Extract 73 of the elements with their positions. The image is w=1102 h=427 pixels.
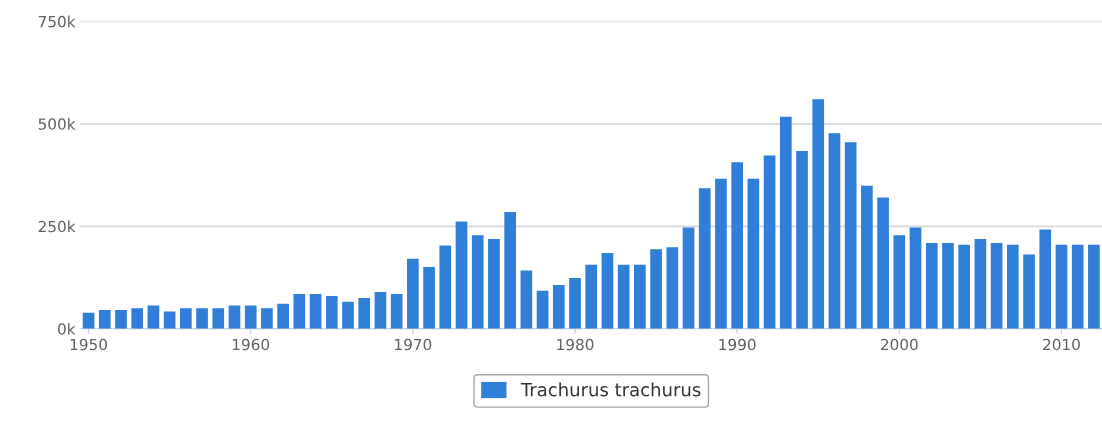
bar bbox=[196, 308, 208, 329]
bar bbox=[228, 305, 241, 329]
bar bbox=[942, 243, 954, 329]
bar bbox=[277, 303, 289, 329]
bar bbox=[990, 243, 1003, 329]
bar bbox=[828, 133, 841, 329]
bar bbox=[455, 221, 468, 329]
bar bbox=[147, 305, 160, 329]
bar bbox=[1071, 244, 1084, 329]
bar bbox=[180, 308, 192, 329]
bar bbox=[601, 252, 614, 329]
bar bbox=[342, 301, 354, 329]
bar bbox=[325, 296, 338, 329]
bar bbox=[1088, 244, 1100, 329]
bar bbox=[1039, 229, 1052, 329]
y-tick-label: 0k bbox=[58, 322, 76, 335]
bar bbox=[812, 99, 825, 329]
bar bbox=[536, 290, 549, 329]
bar bbox=[893, 235, 906, 329]
bar bbox=[974, 239, 987, 329]
bar bbox=[569, 277, 581, 329]
bar bbox=[471, 235, 484, 329]
bar bbox=[731, 162, 743, 329]
bar bbox=[309, 293, 322, 329]
bar bbox=[779, 116, 792, 329]
bar bbox=[423, 266, 435, 329]
bar bbox=[634, 264, 646, 329]
x-tick-label: 1990 bbox=[719, 338, 756, 351]
bar bbox=[504, 211, 516, 329]
bar bbox=[698, 188, 711, 329]
bar bbox=[1055, 244, 1068, 329]
bar bbox=[552, 284, 565, 329]
x-tick-label: 2010 bbox=[1043, 338, 1080, 351]
x-tick-label: 1960 bbox=[232, 338, 270, 351]
bar bbox=[115, 309, 127, 329]
bar bbox=[715, 178, 727, 329]
bar bbox=[763, 155, 776, 329]
bar bbox=[747, 178, 760, 329]
bar bbox=[585, 264, 598, 329]
bar bbox=[1023, 254, 1035, 329]
y-tick-label: 500k bbox=[38, 118, 76, 130]
y-tick-label: 750k bbox=[38, 15, 76, 28]
x-tick-label: 2000 bbox=[880, 338, 918, 351]
bar bbox=[374, 291, 387, 329]
bar bbox=[877, 197, 889, 329]
y-tick-label: 250k bbox=[38, 220, 76, 233]
bar bbox=[131, 308, 144, 329]
bar bbox=[98, 309, 111, 329]
bar bbox=[407, 258, 419, 329]
bar bbox=[617, 264, 630, 329]
bar bbox=[212, 308, 225, 329]
bar bbox=[909, 227, 922, 329]
x-tick-label: 1950 bbox=[70, 338, 107, 351]
bar bbox=[682, 227, 695, 329]
bar bbox=[358, 298, 371, 329]
x-tick-label: 1980 bbox=[557, 338, 594, 351]
bar bbox=[650, 249, 662, 329]
bar bbox=[958, 244, 971, 329]
bar bbox=[244, 305, 257, 329]
bar bbox=[796, 150, 808, 329]
bar bbox=[844, 142, 857, 329]
bar bbox=[488, 239, 500, 329]
bar bbox=[666, 247, 679, 329]
x-tick-label: 1970 bbox=[395, 338, 432, 351]
bar bbox=[861, 185, 873, 329]
bar bbox=[390, 293, 403, 329]
bar bbox=[520, 270, 533, 329]
bar bbox=[1006, 244, 1019, 329]
legend-label: Trachurus trachurus bbox=[520, 382, 701, 397]
bar bbox=[925, 243, 938, 329]
bar bbox=[439, 245, 452, 329]
bar bbox=[261, 308, 273, 329]
bar bbox=[293, 293, 306, 329]
